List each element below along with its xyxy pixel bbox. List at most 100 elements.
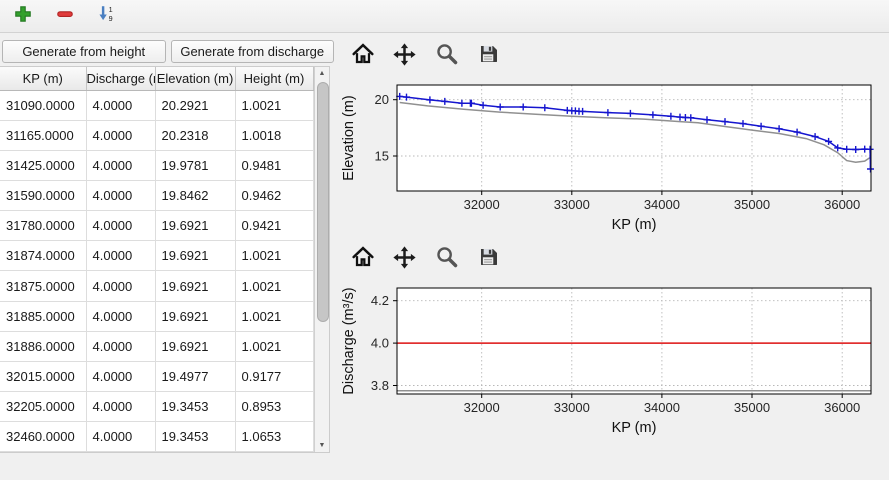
table-cell[interactable]: 19.6921 [155, 270, 236, 302]
svg-text:34000: 34000 [644, 197, 680, 212]
table-cell[interactable]: 4.0000 [86, 120, 156, 152]
table-cell[interactable]: 19.6921 [155, 240, 236, 272]
table-row: 31885.0000 4.0000 19.6921 1.0021 [0, 301, 314, 332]
save-button[interactable] [475, 43, 502, 70]
scroll-up-arrow-icon[interactable]: ▲ [318, 70, 326, 77]
table-cell[interactable]: 32205.0000 [0, 391, 87, 422]
pan-button[interactable] [391, 42, 418, 70]
elevation-plot[interactable]: 32000 33000 34000 35000 36000 15 20 KP (m) Eleva… [337, 75, 885, 237]
table-cell[interactable]: 4.0000 [86, 210, 156, 242]
table-cell[interactable]: 4.0000 [86, 421, 156, 453]
magnifier-icon [435, 42, 459, 71]
table-scrollbar[interactable]: ▲ ▼ [313, 67, 329, 452]
table-cell[interactable]: 1.0653 [235, 421, 314, 453]
table-cell[interactable]: 19.3453 [155, 421, 236, 453]
table-cell[interactable]: 4.0000 [86, 391, 156, 422]
table-cell[interactable]: 4.0000 [86, 361, 156, 392]
table-cell[interactable]: 1.0021 [235, 301, 314, 332]
table-cell[interactable]: 1.0018 [235, 120, 314, 152]
table-cell[interactable]: 32015.0000 [0, 361, 87, 392]
table-cell[interactable]: 0.9462 [235, 180, 314, 212]
scroll-down-arrow-icon[interactable]: ▼ [318, 442, 326, 449]
svg-text:1: 1 [109, 4, 113, 13]
generate-from-height-button[interactable]: Generate from height [2, 40, 166, 63]
table-cell[interactable]: 0.8953 [235, 391, 314, 422]
table-cell[interactable]: 31780.0000 [0, 210, 87, 242]
table-cell[interactable]: 0.9481 [235, 150, 314, 182]
table-row: 31874.0000 4.0000 19.6921 1.0021 [0, 240, 314, 272]
table-cell[interactable]: 19.9781 [155, 150, 236, 182]
table-cell[interactable]: 31874.0000 [0, 240, 87, 272]
table-cell[interactable]: 4.0000 [86, 150, 156, 182]
svg-text:KP (m): KP (m) [612, 420, 657, 436]
column-header[interactable]: KP (m) [0, 67, 87, 91]
pan-button[interactable] [391, 245, 418, 273]
table-cell[interactable]: 4.0000 [86, 270, 156, 302]
discharge-plot-toolbar [337, 237, 889, 278]
svg-text:3.8: 3.8 [371, 378, 389, 393]
scrollbar-thumb[interactable] [316, 82, 329, 322]
table-cell[interactable]: 4.0000 [86, 301, 156, 332]
svg-text:35000: 35000 [734, 400, 770, 415]
magnifier-icon [435, 245, 459, 274]
minus-icon [55, 4, 75, 29]
table-cell[interactable]: 0.9177 [235, 361, 314, 392]
table-cell[interactable]: 31165.0000 [0, 120, 87, 152]
table-cell[interactable]: 20.2921 [155, 90, 236, 122]
generate-from-discharge-button[interactable]: Generate from discharge [170, 40, 334, 63]
table-row: 32460.0000 4.0000 19.3453 1.0653 [0, 421, 314, 453]
main-toolbar: 1 9 [0, 0, 889, 33]
table-cell[interactable]: 19.6921 [155, 331, 236, 362]
table-cell[interactable]: 19.8462 [155, 180, 236, 212]
sort-rows-button[interactable]: 1 9 [94, 3, 120, 29]
table-row: 32015.0000 4.0000 19.4977 0.9177 [0, 361, 314, 392]
table-cell[interactable]: 31590.0000 [0, 180, 87, 212]
column-header[interactable]: Height (m) [235, 67, 314, 91]
table-header: KP (m)Discharge (m³/s)Elevation (m)Heigh… [0, 67, 314, 91]
table-cell[interactable]: 1.0021 [235, 90, 314, 122]
table-cell[interactable]: 19.3453 [155, 391, 236, 422]
column-header[interactable]: Discharge (m³/s) [86, 67, 156, 91]
table-row: 31165.0000 4.0000 20.2318 1.0018 [0, 120, 314, 152]
profile-table: KP (m)Discharge (m³/s)Elevation (m)Heigh… [0, 67, 314, 453]
table-cell[interactable]: 32460.0000 [0, 421, 87, 453]
table-cell[interactable]: 1.0021 [235, 240, 314, 272]
table-cell[interactable]: 0.9421 [235, 210, 314, 242]
home-icon [351, 245, 375, 274]
table-cell[interactable]: 31886.0000 [0, 331, 87, 362]
column-header[interactable]: Elevation (m) [155, 67, 236, 91]
zoom-button[interactable] [433, 43, 460, 70]
svg-text:32000: 32000 [464, 197, 500, 212]
svg-text:33000: 33000 [554, 197, 590, 212]
svg-text:9: 9 [109, 14, 113, 23]
save-button[interactable] [475, 246, 502, 273]
table-cell[interactable]: 20.2318 [155, 120, 236, 152]
svg-text:Discharge (m³/s): Discharge (m³/s) [341, 287, 357, 394]
elevation-plot-toolbar [337, 34, 889, 75]
table-cell[interactable]: 19.6921 [155, 301, 236, 332]
svg-text:32000: 32000 [464, 400, 500, 415]
svg-text:36000: 36000 [824, 400, 860, 415]
discharge-plot[interactable]: 32000 33000 34000 35000 36000 3.8 4.0 4.2 KP (m)… [337, 278, 885, 440]
table-cell[interactable]: 4.0000 [86, 180, 156, 212]
table-cell[interactable]: 4.0000 [86, 331, 156, 362]
table-cell[interactable]: 31425.0000 [0, 150, 87, 182]
zoom-button[interactable] [433, 246, 460, 273]
remove-row-button[interactable] [52, 3, 78, 29]
table-cell[interactable]: 19.6921 [155, 210, 236, 242]
table-cell[interactable]: 31090.0000 [0, 90, 87, 122]
table-cell[interactable]: 4.0000 [86, 90, 156, 122]
table-row: 31875.0000 4.0000 19.6921 1.0021 [0, 270, 314, 302]
table-cell[interactable]: 1.0021 [235, 270, 314, 302]
add-row-button[interactable] [10, 3, 36, 29]
table-row: 31886.0000 4.0000 19.6921 1.0021 [0, 331, 314, 362]
table-cell[interactable]: 4.0000 [86, 240, 156, 272]
table-cell[interactable]: 31875.0000 [0, 270, 87, 302]
table-cell[interactable]: 31885.0000 [0, 301, 87, 332]
home-button[interactable] [349, 43, 376, 70]
home-button[interactable] [349, 246, 376, 273]
table-cell[interactable]: 19.4977 [155, 361, 236, 392]
svg-text:4.0: 4.0 [371, 336, 389, 351]
table-row: 31425.0000 4.0000 19.9781 0.9481 [0, 150, 314, 182]
table-cell[interactable]: 1.0021 [235, 331, 314, 362]
